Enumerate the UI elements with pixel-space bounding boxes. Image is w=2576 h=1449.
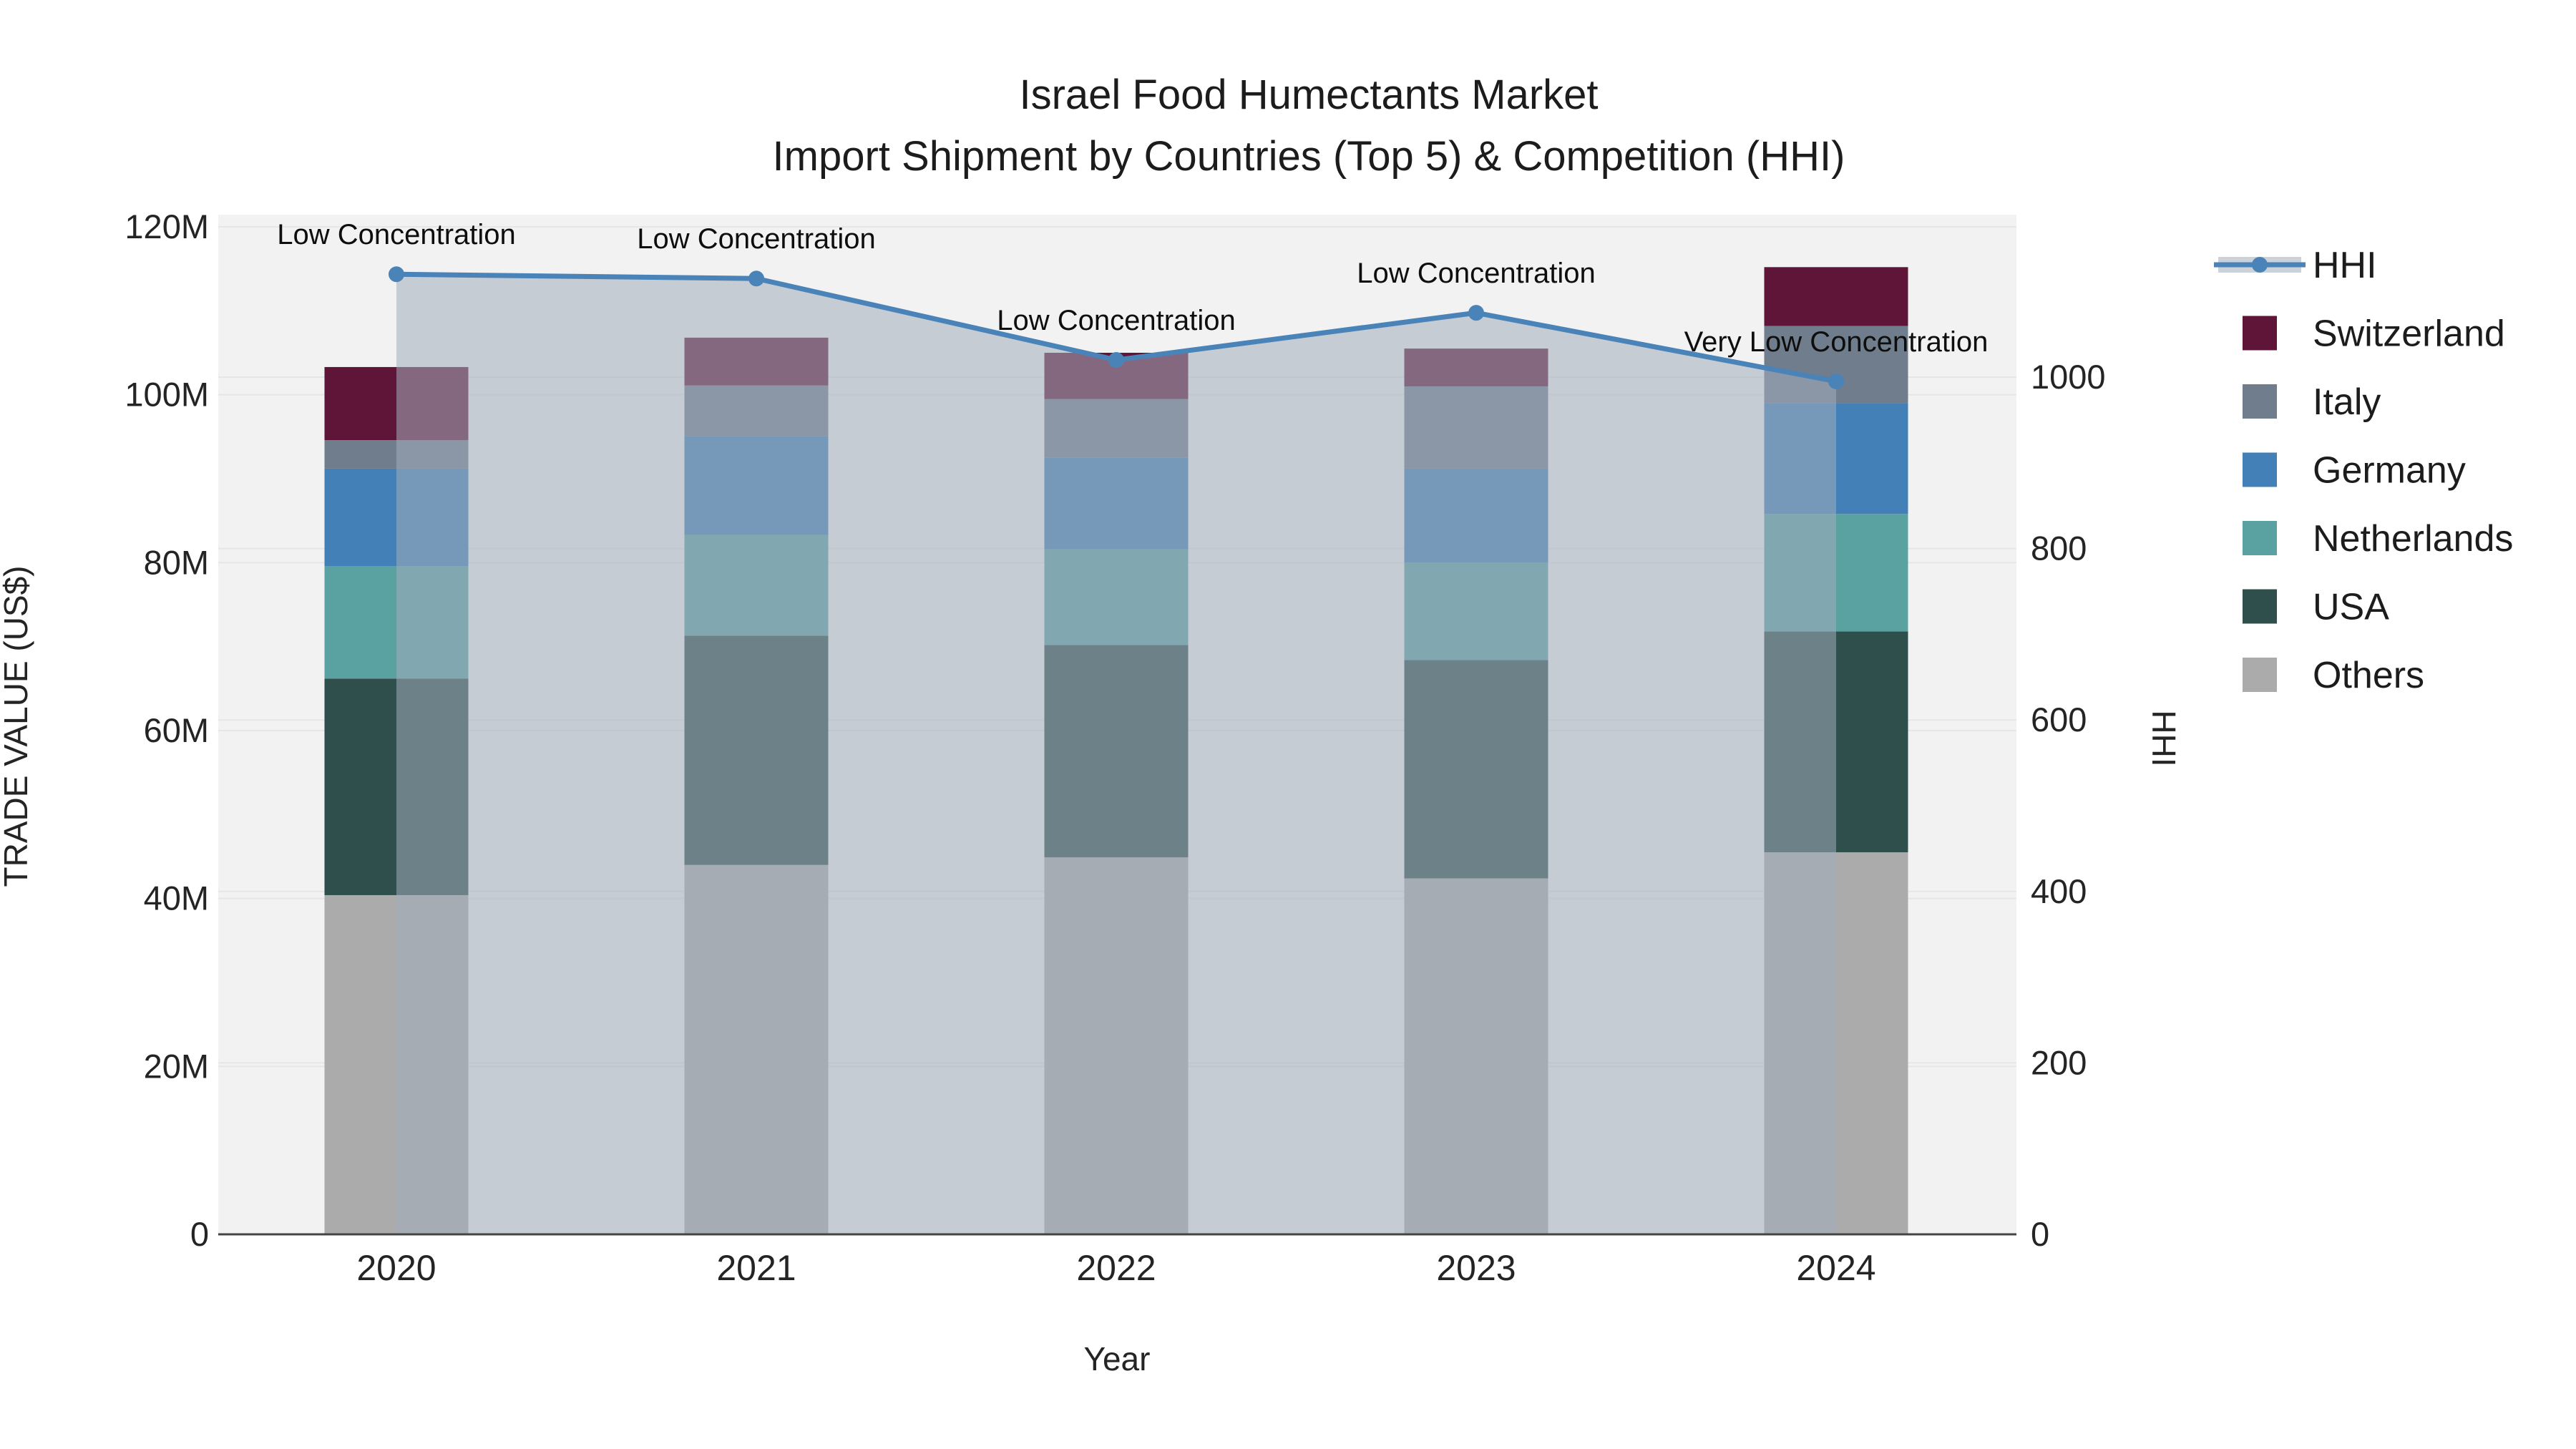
chart-title-line1: Israel Food Humectants Market bbox=[1019, 72, 1598, 118]
legend-item-netherlands[interactable]: Netherlands bbox=[2243, 518, 2513, 560]
y-left-tick-100M: 100M bbox=[125, 376, 209, 414]
annotations: Low Concentration Low Concentration Low Co… bbox=[277, 219, 1988, 358]
hhi-marker-2021[interactable] bbox=[748, 270, 764, 287]
x-tick-2022: 2022 bbox=[1076, 1248, 1156, 1288]
axes: 0 20M 40M 60M 80M 100M 120M 0 200 400 600 800 1000 20… bbox=[125, 208, 2105, 1288]
legend-swatch-switzerland bbox=[2243, 316, 2277, 351]
annotation-2024: Very Low Concentration bbox=[1684, 326, 1989, 358]
y-right-tick-400: 400 bbox=[2031, 872, 2087, 910]
annotation-2022: Low Concentration bbox=[997, 305, 1236, 336]
legend-swatch-italy bbox=[2243, 384, 2277, 419]
legend-hhi-marker bbox=[2252, 257, 2268, 273]
legend-swatch-others bbox=[2243, 658, 2277, 692]
legend-swatch-germany bbox=[2243, 452, 2277, 487]
x-tick-2023: 2023 bbox=[1436, 1248, 1516, 1288]
x-tick-2024: 2024 bbox=[1796, 1248, 1875, 1288]
hhi-marker-2023[interactable] bbox=[1468, 305, 1484, 321]
legend-label-usa: USA bbox=[2313, 587, 2389, 628]
legend-item-others[interactable]: Others bbox=[2243, 655, 2424, 696]
legend-item-italy[interactable]: Italy bbox=[2243, 381, 2381, 423]
hhi-area bbox=[396, 274, 1836, 1234]
y-left-tick-40M: 40M bbox=[144, 879, 209, 917]
hhi-marker-2020[interactable] bbox=[389, 266, 404, 283]
legend-label-switzerland: Switzerland bbox=[2313, 313, 2505, 355]
legend-item-switzerland[interactable]: Switzerland bbox=[2243, 313, 2505, 355]
legend-label-netherlands: Netherlands bbox=[2313, 518, 2513, 560]
x-axis-title: Year bbox=[1084, 1340, 1151, 1377]
legend-item-hhi[interactable]: HHI bbox=[2214, 245, 2377, 286]
hhi-area-fill bbox=[396, 274, 1836, 1234]
annotation-2021: Low Concentration bbox=[637, 223, 876, 255]
bar-switzerland-2024[interactable] bbox=[1764, 267, 1908, 326]
y-left-tick-20M: 20M bbox=[144, 1047, 209, 1085]
annotation-2023: Low Concentration bbox=[1357, 258, 1596, 289]
annotation-2020: Low Concentration bbox=[277, 219, 516, 250]
legend-swatch-netherlands bbox=[2243, 521, 2277, 555]
legend-item-usa[interactable]: USA bbox=[2243, 587, 2389, 628]
hhi-line bbox=[389, 266, 1844, 389]
legend: HHI Switzerland Italy Germany Netherlands USA… bbox=[2214, 245, 2513, 696]
legend-label-hhi: HHI bbox=[2313, 245, 2377, 286]
legend-item-germany[interactable]: Germany bbox=[2243, 450, 2466, 492]
y-right-tick-800: 800 bbox=[2031, 530, 2087, 567]
y-left-tick-80M: 80M bbox=[144, 543, 209, 581]
y-left-tick-0: 0 bbox=[190, 1215, 209, 1253]
legend-swatch-usa bbox=[2243, 589, 2277, 624]
y-right-axis-title: HHI bbox=[2145, 710, 2182, 766]
y-right-tick-1000: 1000 bbox=[2031, 358, 2106, 396]
y-left-tick-120M: 120M bbox=[125, 208, 209, 245]
y-right-tick-0: 0 bbox=[2031, 1215, 2049, 1253]
hhi-marker-2024[interactable] bbox=[1828, 373, 1844, 389]
hhi-marker-2022[interactable] bbox=[1108, 352, 1124, 369]
chart-title-line2: Import Shipment by Countries (Top 5) & C… bbox=[773, 133, 1845, 180]
y-left-tick-60M: 60M bbox=[144, 711, 209, 749]
legend-label-italy: Italy bbox=[2313, 381, 2381, 423]
x-tick-2021: 2021 bbox=[716, 1248, 796, 1288]
x-tick-2020: 2020 bbox=[356, 1248, 436, 1288]
legend-label-others: Others bbox=[2313, 655, 2424, 696]
y-left-axis-title: TRADE VALUE (US$) bbox=[0, 565, 34, 887]
y-right-tick-600: 600 bbox=[2031, 701, 2087, 738]
legend-label-germany: Germany bbox=[2313, 450, 2466, 492]
y-right-tick-200: 200 bbox=[2031, 1043, 2087, 1081]
